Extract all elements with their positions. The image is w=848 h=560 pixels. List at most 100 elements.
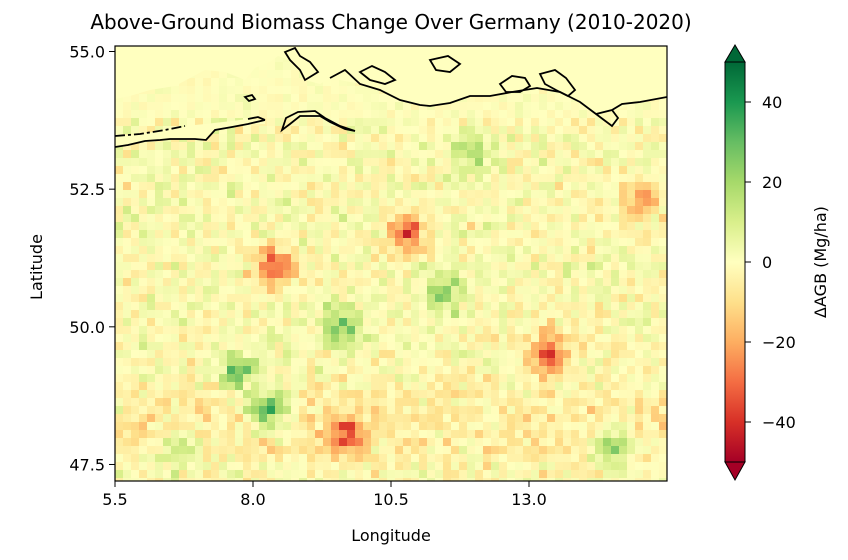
heatmap-cell	[587, 294, 595, 302]
heatmap-cell	[387, 182, 395, 190]
heatmap-cell	[547, 366, 555, 374]
heatmap-cell	[195, 198, 203, 206]
heatmap-cell	[499, 222, 507, 230]
heatmap-cell	[203, 406, 211, 414]
heatmap-cell	[291, 398, 299, 406]
heatmap-cell	[131, 438, 139, 446]
heatmap-cell	[139, 214, 147, 222]
heatmap-cell	[179, 254, 187, 262]
heatmap-cell	[243, 334, 251, 342]
heatmap-cell	[227, 438, 235, 446]
heatmap-cell	[123, 414, 131, 422]
heatmap-cell	[611, 318, 619, 326]
heatmap-cell	[187, 430, 195, 438]
heatmap-cell	[275, 462, 283, 470]
heatmap-cell	[435, 134, 443, 142]
heatmap-cell	[155, 414, 163, 422]
heatmap-cell	[371, 462, 379, 470]
heatmap-cell	[307, 390, 315, 398]
heatmap-cell	[267, 430, 275, 438]
heatmap-cell	[331, 150, 339, 158]
heatmap-cell	[131, 182, 139, 190]
heatmap-cell	[539, 462, 547, 470]
heatmap-cell	[643, 302, 651, 310]
heatmap-cell	[563, 358, 571, 366]
heatmap-cell	[211, 414, 219, 422]
heatmap-cell	[355, 350, 363, 358]
heatmap-cell	[627, 438, 635, 446]
heatmap-cell	[363, 478, 371, 481]
heatmap-cell	[147, 182, 155, 190]
heatmap-cell	[507, 270, 515, 278]
heatmap-cell	[331, 318, 339, 326]
heatmap-cell	[435, 454, 443, 462]
heatmap-cell	[243, 430, 251, 438]
heatmap-cell	[331, 190, 339, 198]
heatmap-cell	[219, 398, 227, 406]
heatmap-cell	[283, 302, 291, 310]
heatmap-cell	[595, 430, 603, 438]
heatmap-cell	[123, 262, 131, 270]
heatmap-cell	[219, 318, 227, 326]
heatmap-cell	[291, 350, 299, 358]
heatmap-cell	[171, 286, 179, 294]
heatmap-cell	[323, 190, 331, 198]
heatmap-cell	[403, 254, 411, 262]
heatmap-cell	[563, 278, 571, 286]
heatmap-cell	[603, 198, 611, 206]
heatmap-cell	[219, 278, 227, 286]
heatmap-cell	[627, 414, 635, 422]
heatmap-cell	[427, 182, 435, 190]
heatmap-cell	[523, 246, 531, 254]
heatmap-cell	[435, 478, 443, 481]
heatmap-cell	[163, 118, 171, 126]
heatmap-cell	[595, 286, 603, 294]
heatmap-cell	[443, 398, 451, 406]
heatmap-cell	[555, 366, 563, 374]
heatmap-cell	[315, 430, 323, 438]
heatmap-cell	[523, 134, 531, 142]
heatmap-cell	[443, 270, 451, 278]
heatmap-cell	[595, 342, 603, 350]
heatmap-cell	[387, 142, 395, 150]
heatmap-cell	[331, 390, 339, 398]
heatmap-cell	[515, 206, 523, 214]
heatmap-cell	[651, 254, 659, 262]
heatmap-cell	[443, 246, 451, 254]
heatmap-cell	[595, 310, 603, 318]
heatmap-cell	[555, 342, 563, 350]
heatmap-cell	[651, 270, 659, 278]
heatmap-cell	[555, 382, 563, 390]
heatmap-cell	[179, 334, 187, 342]
heatmap-cell	[259, 358, 267, 366]
heatmap-cell	[339, 454, 347, 462]
heatmap-cell	[595, 182, 603, 190]
heatmap-cell	[211, 342, 219, 350]
heatmap-cell	[579, 414, 587, 422]
heatmap-cell	[643, 478, 651, 481]
heatmap-cell	[243, 382, 251, 390]
heatmap-cell	[619, 206, 627, 214]
heatmap-cell	[467, 206, 475, 214]
colorbar-tick-label: −40	[762, 413, 796, 432]
heatmap-cell	[115, 310, 123, 318]
heatmap-cell	[643, 238, 651, 246]
heatmap-cell	[499, 430, 507, 438]
heatmap-cell	[539, 126, 547, 134]
heatmap-cell	[331, 478, 339, 481]
heatmap-cell	[123, 222, 131, 230]
heatmap-cell	[547, 446, 555, 454]
heatmap-cell	[251, 478, 259, 481]
heatmap-cell	[651, 142, 659, 150]
heatmap-cell	[171, 174, 179, 182]
heatmap-cell	[267, 454, 275, 462]
heatmap-cell	[587, 158, 595, 166]
heatmap-cell	[355, 454, 363, 462]
heatmap-cell	[555, 406, 563, 414]
heatmap-cell	[347, 206, 355, 214]
heatmap-cell	[659, 286, 667, 294]
heatmap-cell	[611, 334, 619, 342]
heatmap-cell	[291, 190, 299, 198]
heatmap-cell	[603, 438, 611, 446]
heatmap-cell	[331, 78, 339, 86]
